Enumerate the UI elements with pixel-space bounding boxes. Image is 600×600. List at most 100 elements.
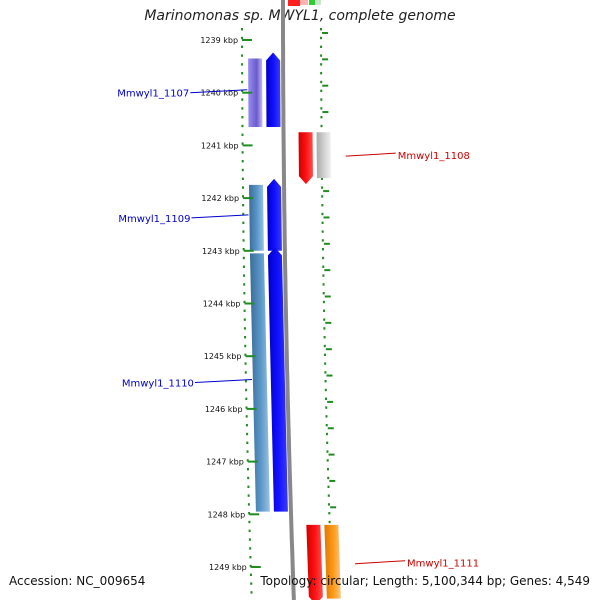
left-track-dot <box>241 36 244 40</box>
right-track-dot <box>324 388 327 392</box>
gene-Mmwyl1_1111[interactable] <box>306 524 341 600</box>
left-track-dot <box>249 573 252 576</box>
right-track-dot <box>320 116 323 119</box>
left-track-dot <box>242 212 245 216</box>
right-track-dot <box>321 195 324 198</box>
right-track-dot <box>325 424 328 427</box>
left-track-dot <box>243 300 246 304</box>
right-track-dot <box>324 362 327 365</box>
left-track-dot <box>242 265 245 268</box>
right-track-tick <box>325 321 332 324</box>
right-track-tick <box>328 453 335 456</box>
right-track-dot <box>324 371 327 374</box>
right-track-dot <box>321 186 324 189</box>
kbp-tick-mark <box>244 302 255 305</box>
right-track-dot <box>322 292 325 295</box>
left-track-dot <box>244 353 247 356</box>
left-track-dot <box>241 45 244 48</box>
right-track-dot <box>321 239 324 242</box>
left-track-dot <box>243 318 246 321</box>
right-track-tick <box>324 295 331 298</box>
right-track-dot <box>321 212 324 216</box>
right-track-dot <box>320 54 323 57</box>
left-track-dot <box>242 248 245 251</box>
right-track-dot <box>320 107 323 110</box>
right-track-tick <box>326 374 333 377</box>
right-track-tick <box>322 58 329 61</box>
left-track-dot <box>249 556 252 559</box>
gene-label: Mmwyl1_1107 <box>117 89 189 100</box>
right-track-tick <box>325 348 332 351</box>
left-track-dot <box>248 520 251 524</box>
top-clipped-feature-pink <box>300 0 308 5</box>
left-track-dot <box>241 107 244 110</box>
gene-Mmwyl1_1108[interactable] <box>298 132 331 185</box>
gene-feature-bar[interactable] <box>248 58 263 127</box>
accession-text: Accession: NC_009654 <box>9 574 146 588</box>
left-track-dot <box>245 424 248 427</box>
right-track-dot <box>320 28 323 31</box>
genome-title: Marinomonas sp. MWYL1, complete genome <box>144 8 456 24</box>
right-track-dot <box>322 265 325 268</box>
right-track-dot <box>326 459 329 462</box>
gene-Mmwyl1_1110[interactable] <box>249 247 288 512</box>
left-track-dot <box>243 283 246 286</box>
left-track-dot <box>243 292 246 295</box>
right-track-dot <box>326 450 329 453</box>
kbp-tick-mark <box>242 39 253 41</box>
kbp-tick-label: 1248 kbp <box>207 510 245 519</box>
right-track-dot <box>326 468 329 471</box>
right-track-dot <box>325 415 328 418</box>
right-track-dot <box>321 230 324 233</box>
kbp-tick-label: 1246 kbp <box>205 405 243 414</box>
right-track-dot <box>321 177 324 180</box>
right-track-dot <box>325 432 328 436</box>
gene-feature-bar[interactable] <box>316 132 331 179</box>
gene-feature-bar[interactable] <box>249 253 270 512</box>
right-track-dot <box>323 318 326 321</box>
right-track-dot <box>328 520 331 524</box>
left-track-dot <box>244 336 247 339</box>
left-track-dot <box>241 80 244 84</box>
gene-Mmwyl1_1109[interactable] <box>249 178 282 251</box>
left-track-dot <box>242 239 245 242</box>
left-track-dot <box>243 274 246 277</box>
right-track-dot <box>323 327 326 330</box>
gene-feature-bar[interactable] <box>249 184 264 251</box>
left-track-dot <box>241 142 244 145</box>
gene-cds-arrow[interactable] <box>267 178 282 251</box>
gene-leader-line <box>191 214 249 219</box>
left-track-dot <box>247 485 250 488</box>
right-track-tick <box>323 216 330 219</box>
kbp-tick-mark <box>242 91 253 94</box>
left-track-dot <box>246 468 249 471</box>
right-track-dot <box>323 309 326 312</box>
left-track-dot <box>248 512 251 515</box>
right-track-dot <box>327 494 330 497</box>
gene-label: Mmwyl1_1108 <box>398 151 470 162</box>
gene-cds-arrow[interactable] <box>306 524 323 600</box>
kbp-tick-label: 1239 kbp <box>200 36 238 45</box>
right-track-dot <box>323 336 326 339</box>
gene-cds-arrow[interactable] <box>267 247 288 512</box>
left-track-dot <box>248 529 251 532</box>
right-track-tick <box>322 32 329 34</box>
left-track-dot <box>241 116 244 119</box>
gene-leader-line <box>355 560 406 565</box>
right-track-dot <box>320 124 323 128</box>
right-track-tick <box>324 269 331 272</box>
gene-cds-arrow[interactable] <box>298 132 313 185</box>
gene-Mmwyl1_1107[interactable] <box>248 52 281 127</box>
left-track-dot <box>241 89 244 92</box>
left-track-dot <box>244 380 247 383</box>
right-track-dot <box>324 380 327 383</box>
left-track-dot <box>241 160 244 163</box>
right-track-tick <box>323 190 330 193</box>
left-track-dot <box>242 230 245 233</box>
gene-feature-bar[interactable] <box>324 524 341 599</box>
right-track-dot <box>320 98 323 101</box>
left-track-dot <box>241 168 244 172</box>
gene-cds-arrow[interactable] <box>266 52 281 127</box>
left-track-dot <box>241 151 244 154</box>
right-track-dot <box>323 344 326 348</box>
